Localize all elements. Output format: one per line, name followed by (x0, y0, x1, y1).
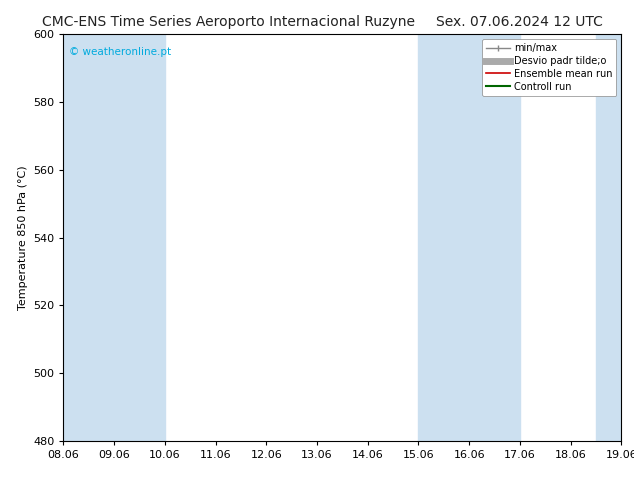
Y-axis label: Temperature 850 hPa (°C): Temperature 850 hPa (°C) (18, 165, 27, 310)
Bar (596, 34, 621, 441)
Text: CMC-ENS Time Series Aeroporto Internacional Ruzyne: CMC-ENS Time Series Aeroporto Internacio… (42, 15, 415, 29)
Bar (63, 34, 165, 441)
Text: © weatheronline.pt: © weatheronline.pt (69, 47, 171, 56)
Legend: min/max, Desvio padr tilde;o, Ensemble mean run, Controll run: min/max, Desvio padr tilde;o, Ensemble m… (482, 39, 616, 96)
Text: Sex. 07.06.2024 12 UTC: Sex. 07.06.2024 12 UTC (436, 15, 604, 29)
Bar (418, 34, 520, 441)
